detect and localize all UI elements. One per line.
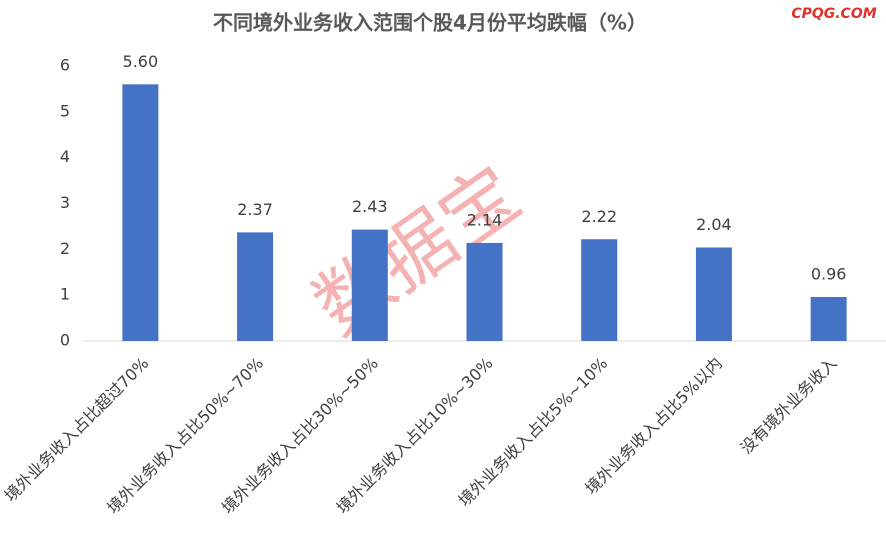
y-tick-label: 3 [60, 193, 70, 212]
bar [237, 232, 274, 341]
y-tick-label: 5 [60, 101, 70, 120]
x-tick-label: 没有境外业务收入 [737, 354, 841, 458]
bar [122, 84, 159, 341]
y-tick-label: 1 [60, 285, 70, 304]
y-tick-label: 6 [60, 56, 70, 75]
watermark: CPQG.COM [791, 6, 876, 22]
chart-title: 不同境外业务收入范围个股4月份平均跌幅（%） [213, 11, 647, 35]
data-label: 2.37 [237, 200, 273, 219]
y-tick-label: 4 [60, 147, 70, 166]
data-label: 5.60 [123, 52, 159, 71]
data-label: 0.96 [811, 265, 847, 284]
bar [466, 242, 503, 341]
data-label: 2.14 [467, 210, 503, 229]
bar [695, 247, 732, 341]
x-tick-label: 境外业务收入占比5%以内 [581, 354, 726, 499]
data-label: 2.43 [352, 197, 388, 216]
bar [351, 229, 388, 341]
y-tick-label: 0 [60, 331, 70, 350]
data-label: 2.22 [581, 207, 617, 226]
bar [810, 297, 847, 341]
data-label: 2.04 [696, 215, 732, 234]
bar [581, 239, 618, 341]
y-tick-label: 2 [60, 239, 70, 258]
